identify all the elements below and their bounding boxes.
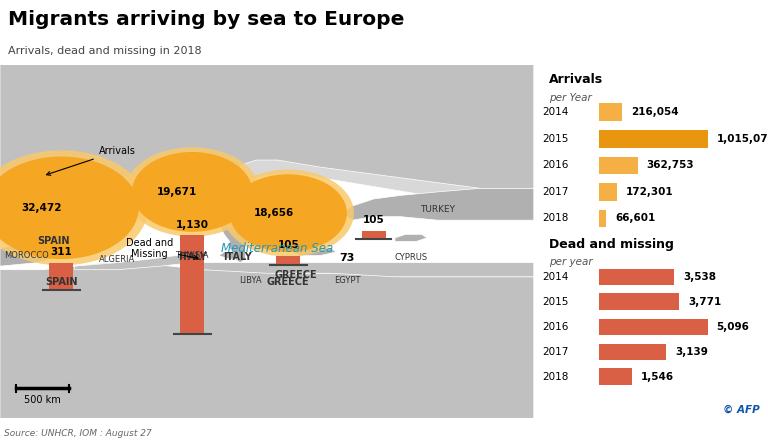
Circle shape — [124, 147, 260, 237]
Text: ITALY: ITALY — [223, 252, 252, 263]
Text: 2018: 2018 — [542, 372, 568, 381]
Polygon shape — [0, 195, 123, 224]
Text: Arrivals: Arrivals — [549, 73, 603, 86]
Circle shape — [223, 170, 354, 257]
Polygon shape — [0, 65, 534, 206]
Circle shape — [230, 174, 347, 252]
Text: 2018: 2018 — [542, 214, 568, 223]
Text: SPAIN: SPAIN — [37, 236, 70, 247]
Circle shape — [0, 150, 148, 265]
Text: Dead and
Missing: Dead and Missing — [126, 238, 198, 259]
Text: Source: UNHCR, IOM : August 27: Source: UNHCR, IOM : August 27 — [4, 429, 151, 438]
Bar — [599, 103, 622, 121]
Bar — [599, 183, 617, 201]
Text: Dead and missing: Dead and missing — [549, 238, 674, 251]
Text: Migrants arriving by sea to Europe: Migrants arriving by sea to Europe — [8, 10, 404, 28]
Text: 362,753: 362,753 — [647, 160, 694, 170]
Polygon shape — [395, 235, 427, 241]
Polygon shape — [0, 65, 534, 199]
Text: 500 km: 500 km — [25, 395, 61, 405]
Text: GREECE: GREECE — [275, 270, 317, 280]
Circle shape — [0, 157, 139, 259]
Text: 2017: 2017 — [542, 187, 568, 197]
Polygon shape — [214, 213, 251, 263]
Bar — [599, 130, 707, 148]
Text: 66,601: 66,601 — [615, 214, 655, 223]
Polygon shape — [74, 252, 192, 270]
Text: 2014: 2014 — [542, 107, 568, 117]
Polygon shape — [277, 217, 310, 245]
Text: CYPRUS: CYPRUS — [395, 253, 428, 262]
Bar — [599, 157, 637, 174]
Text: per Year: per Year — [549, 93, 591, 103]
Text: 1,015,078: 1,015,078 — [717, 134, 768, 144]
Bar — [599, 344, 666, 360]
Text: 2016: 2016 — [542, 160, 568, 170]
Text: 3,538: 3,538 — [684, 272, 717, 282]
Bar — [180, 235, 204, 334]
Text: 2015: 2015 — [542, 134, 568, 144]
Bar — [599, 368, 632, 384]
Text: © AFP: © AFP — [723, 405, 760, 415]
Bar — [49, 263, 74, 290]
Polygon shape — [219, 252, 240, 259]
Text: 2015: 2015 — [542, 296, 568, 307]
Polygon shape — [203, 263, 534, 277]
Text: SPAIN: SPAIN — [45, 277, 78, 287]
Text: LIBYA: LIBYA — [240, 276, 262, 285]
Text: per year: per year — [549, 257, 593, 267]
Text: ALGERIA: ALGERIA — [99, 255, 136, 263]
Text: EGYPT: EGYPT — [333, 276, 360, 285]
Polygon shape — [0, 263, 534, 418]
Text: 73: 73 — [339, 253, 355, 263]
Text: 105: 105 — [277, 240, 299, 250]
Text: 311: 311 — [51, 247, 72, 257]
Text: Arrivals: Arrivals — [47, 146, 136, 175]
Text: 5,096: 5,096 — [717, 322, 750, 332]
Text: 18,656: 18,656 — [253, 208, 293, 218]
Text: 32,472: 32,472 — [22, 203, 62, 213]
Text: MOROCCO: MOROCCO — [5, 251, 49, 260]
Text: Mediterranean Sea: Mediterranean Sea — [221, 242, 333, 255]
Polygon shape — [342, 188, 534, 220]
Text: 2014: 2014 — [542, 272, 568, 282]
Bar — [276, 255, 300, 265]
Text: 2017: 2017 — [542, 347, 568, 357]
Bar — [599, 293, 679, 310]
Text: TURKEY: TURKEY — [420, 205, 455, 214]
Circle shape — [132, 152, 253, 232]
Text: 1,130: 1,130 — [176, 220, 209, 230]
Text: 2016: 2016 — [542, 322, 568, 332]
Bar — [599, 319, 707, 335]
Polygon shape — [176, 217, 192, 231]
Text: ITALY: ITALY — [177, 252, 207, 263]
Bar — [599, 269, 674, 285]
Polygon shape — [262, 195, 304, 220]
Text: Arrivals, dead and missing in 2018: Arrivals, dead and missing in 2018 — [8, 46, 201, 57]
Text: 1,546: 1,546 — [641, 372, 674, 381]
Text: GREECE: GREECE — [267, 277, 310, 287]
Polygon shape — [112, 188, 181, 210]
Polygon shape — [0, 241, 74, 266]
Polygon shape — [293, 248, 336, 255]
Text: 172,301: 172,301 — [626, 187, 674, 197]
Bar — [599, 210, 606, 227]
Text: 216,054: 216,054 — [631, 107, 679, 117]
Text: 105: 105 — [362, 215, 385, 226]
Text: 3,771: 3,771 — [688, 296, 722, 307]
Text: 19,671: 19,671 — [157, 187, 197, 197]
Text: TUNISIA: TUNISIA — [175, 251, 209, 260]
Bar — [362, 231, 386, 239]
Text: 3,139: 3,139 — [675, 347, 707, 357]
